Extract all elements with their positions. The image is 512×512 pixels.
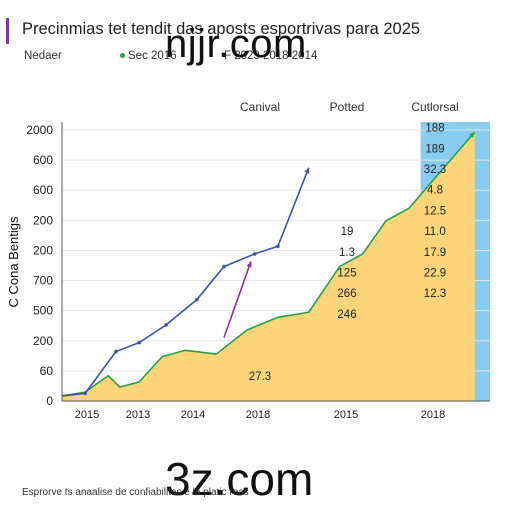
x-tick-label: 2015 bbox=[334, 409, 358, 421]
series-arrow-1 bbox=[304, 167, 310, 174]
y-tick-label: 200 bbox=[33, 243, 53, 257]
legend-label: F 2023 2018 2014 bbox=[224, 50, 318, 62]
x-tick-label: 2013 bbox=[126, 409, 150, 421]
y-tick-label: 2000 bbox=[26, 123, 53, 137]
legend-label: Sec 2016 bbox=[128, 50, 177, 62]
series-arrow-0 bbox=[469, 132, 475, 138]
y-tick-label: 200 bbox=[33, 213, 53, 227]
data-label: 246 bbox=[337, 309, 356, 321]
legend-entry: Sec 2016 bbox=[120, 50, 177, 62]
y-axis-label: C Cona Bentigs bbox=[6, 216, 21, 308]
data-label: 27.3 bbox=[249, 371, 271, 383]
data-point bbox=[195, 297, 199, 302]
data-point bbox=[222, 264, 226, 269]
y-tick-label: 500 bbox=[33, 304, 53, 318]
x-tick-label: 2018 bbox=[246, 409, 270, 421]
data-label: 4.8 bbox=[427, 185, 443, 197]
x-tick-label: 2018 bbox=[421, 409, 445, 421]
data-label: 11.0 bbox=[424, 226, 446, 238]
data-point bbox=[114, 349, 118, 354]
data-label: 17.9 bbox=[424, 247, 446, 259]
legend-marker-icon bbox=[120, 53, 125, 59]
series-arrow-2 bbox=[246, 261, 252, 268]
column-header: Cutlorsal bbox=[411, 100, 458, 114]
chart-title: Precinmias tet tendit das aposts esportr… bbox=[22, 20, 421, 38]
y-tick-label: 60 bbox=[40, 364, 54, 378]
data-label: 12.5 bbox=[424, 205, 446, 217]
data-label: 188 bbox=[425, 123, 444, 135]
data-point bbox=[164, 323, 168, 327]
series-line-0 bbox=[61, 131, 476, 397]
data-label: 32.3 bbox=[424, 164, 446, 176]
data-label: 22.9 bbox=[424, 268, 446, 280]
data-label: 125 bbox=[337, 268, 356, 280]
footer-note: Esprorve ts anaalise de confiabilitas e … bbox=[22, 487, 249, 498]
data-label: 12.3 bbox=[424, 288, 446, 300]
area-series-fill bbox=[62, 132, 475, 402]
y-tick-label: 600 bbox=[33, 183, 53, 197]
data-point bbox=[276, 244, 280, 249]
data-point bbox=[137, 340, 141, 345]
y-tick-label: 200 bbox=[33, 334, 53, 348]
series-line-2 bbox=[223, 261, 252, 338]
data-point bbox=[252, 252, 257, 256]
data-label: 189 bbox=[425, 143, 444, 155]
column-header: Canival bbox=[240, 100, 280, 114]
data-label: 266 bbox=[337, 288, 356, 300]
data-label: 19 bbox=[341, 226, 354, 238]
y-tick-label: 700 bbox=[33, 274, 53, 288]
legend-entry: F 2023 2018 2014 bbox=[224, 50, 317, 62]
watermark-top: njjr.com bbox=[165, 22, 307, 66]
title-accent-bar bbox=[6, 18, 9, 44]
watermark-bottom: 3z.com bbox=[165, 453, 314, 505]
y-tick-label: 0 bbox=[46, 394, 53, 408]
x-tick-label: 2015 bbox=[75, 409, 99, 421]
data-point bbox=[83, 391, 87, 396]
series-line-1 bbox=[61, 167, 310, 397]
legend-label: Nedaer bbox=[24, 50, 62, 62]
x-tick-label: 2014 bbox=[181, 409, 205, 421]
column-header: Potted bbox=[330, 100, 365, 114]
data-label: 1.3 bbox=[339, 247, 355, 259]
legend-entry: Nedaer bbox=[24, 50, 62, 62]
y-tick-label: 600 bbox=[33, 153, 53, 167]
